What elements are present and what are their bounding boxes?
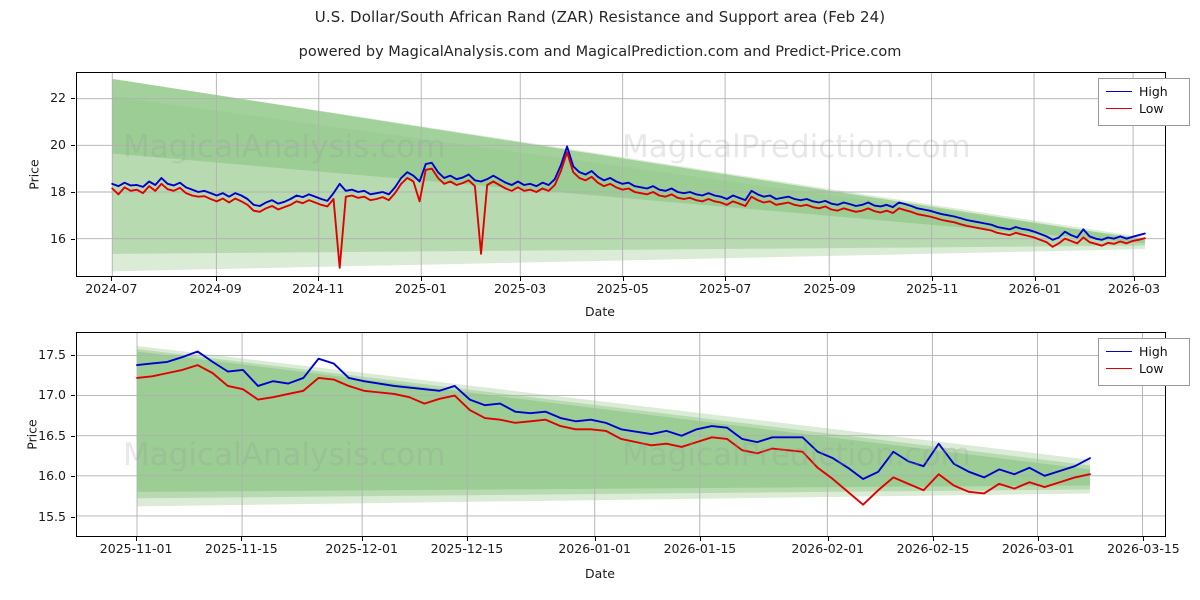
x-tick-mark — [111, 277, 113, 281]
x-tick-mark — [699, 537, 701, 541]
x-tick-label: 2025-11-15 — [205, 541, 278, 556]
bottom-chart-canvas — [77, 333, 1165, 536]
y-tick-label: 16.0 — [38, 468, 66, 484]
x-tick-label: 2025-11-01 — [99, 541, 173, 556]
page-title: U.S. Dollar/South African Rand (ZAR) Res… — [314, 8, 886, 26]
y-tick-label: 18 — [50, 184, 66, 200]
legend-label: Low — [1139, 101, 1164, 116]
page-subtitle: powered by MagicalAnalysis.com and Magic… — [298, 44, 902, 60]
x-tick-mark — [725, 277, 727, 281]
bottom-plot-area: MagicalAnalysis.com MagicalPrediction.co… — [76, 332, 1166, 537]
x-tick-mark — [827, 537, 829, 541]
x-tick-label: 2025-12-01 — [325, 541, 398, 556]
y-tick-mark — [71, 354, 75, 356]
legend-swatch-high — [1106, 91, 1132, 92]
x-tick-mark — [594, 537, 596, 541]
x-tick-label: 2026-01 — [1008, 281, 1061, 296]
x-tick-mark — [215, 277, 217, 281]
legend-item-low: Low — [1106, 100, 1182, 117]
x-tick-mark — [520, 277, 522, 281]
legend-item-low: Low — [1106, 360, 1182, 377]
y-tick-mark — [71, 239, 75, 241]
x-tick-mark — [136, 537, 138, 541]
legend-label: High — [1139, 84, 1168, 99]
x-tick-label: 2026-03-01 — [1001, 541, 1075, 556]
y-tick-label: 22 — [50, 89, 66, 105]
x-tick-mark — [932, 537, 934, 541]
top-chart-panel: MagicalAnalysis.com MagicalPrediction.co… — [76, 72, 1166, 277]
y-tick-label: 16 — [50, 231, 66, 247]
bottom-y-axis-label: Price — [24, 419, 40, 450]
x-tick-label: 2025-07 — [699, 281, 752, 296]
x-tick-mark — [361, 537, 363, 541]
y-tick-mark — [71, 516, 75, 518]
bottom-legend: High Low — [1098, 338, 1190, 386]
x-tick-label: 2025-12-15 — [430, 541, 504, 556]
x-tick-mark — [1143, 537, 1145, 541]
x-tick-label: 2026-01-01 — [558, 541, 632, 556]
legend-swatch-low — [1106, 108, 1132, 109]
top-plot-area: MagicalAnalysis.com MagicalPrediction.co… — [76, 72, 1166, 277]
y-tick-mark — [71, 97, 75, 99]
y-tick-mark — [71, 395, 75, 397]
x-tick-label: 2026-03 — [1107, 281, 1161, 296]
x-tick-mark — [932, 277, 934, 281]
x-tick-mark — [622, 277, 624, 281]
x-tick-label: 2025-11 — [906, 281, 959, 296]
x-tick-mark — [318, 277, 320, 281]
top-x-axis-label: Date — [585, 304, 615, 319]
top-y-axis-label: Price — [26, 159, 42, 190]
y-tick-label: 17.0 — [38, 387, 66, 403]
y-tick-label: 20 — [50, 137, 66, 153]
legend-swatch-low — [1106, 368, 1132, 369]
x-tick-label: 2026-03-15 — [1107, 541, 1180, 556]
bottom-x-axis-label: Date — [585, 566, 615, 581]
x-tick-mark — [1038, 537, 1040, 541]
top-chart-canvas — [77, 73, 1165, 276]
x-tick-label: 2026-02-01 — [791, 541, 865, 556]
x-tick-label: 2025-03 — [493, 281, 547, 296]
x-tick-label: 2024-09 — [189, 281, 242, 296]
x-tick-label: 2025-05 — [596, 281, 649, 296]
x-tick-label: 2026-01-15 — [663, 541, 737, 556]
y-tick-label: 17.5 — [38, 346, 66, 362]
legend-swatch-high — [1106, 351, 1132, 352]
top-legend: High Low — [1098, 78, 1190, 126]
y-tick-mark — [71, 192, 75, 194]
x-tick-mark — [420, 277, 422, 281]
x-tick-mark — [466, 537, 468, 541]
bottom-chart-panel: MagicalAnalysis.com MagicalPrediction.co… — [76, 332, 1166, 537]
legend-item-high: High — [1106, 343, 1182, 360]
x-tick-mark — [1034, 277, 1036, 281]
legend-label: High — [1139, 344, 1168, 359]
x-tick-label: 2025-01 — [394, 281, 447, 296]
x-tick-mark — [241, 537, 243, 541]
y-tick-label: 16.5 — [38, 427, 66, 443]
x-tick-mark — [1134, 277, 1136, 281]
y-tick-mark — [71, 476, 75, 478]
x-tick-label: 2025-09 — [803, 281, 856, 296]
y-tick-mark — [71, 435, 75, 437]
x-tick-label: 2026-02-15 — [896, 541, 970, 556]
y-tick-label: 15.5 — [38, 508, 66, 524]
x-tick-label: 2024-07 — [85, 281, 138, 296]
x-tick-mark — [829, 277, 831, 281]
y-tick-mark — [71, 145, 75, 147]
x-tick-label: 2024-11 — [292, 281, 345, 296]
legend-label: Low — [1139, 361, 1164, 376]
legend-item-high: High — [1106, 83, 1182, 100]
